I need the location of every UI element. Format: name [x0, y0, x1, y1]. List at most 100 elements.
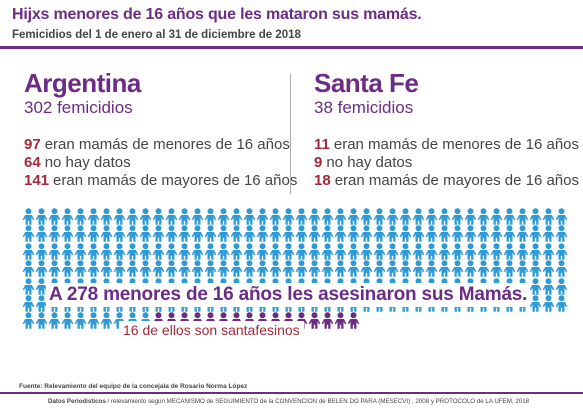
child-icon [61, 260, 74, 277]
child-icon [165, 225, 178, 243]
child-icon [35, 277, 48, 295]
child-icon [22, 208, 35, 225]
child-icon [308, 260, 321, 277]
child-icon [451, 225, 464, 243]
pictogram-headline: A 278 menores de 16 años les asesinaron … [46, 283, 531, 307]
child-icon [412, 260, 425, 277]
child-icon [321, 225, 334, 243]
child-icon [178, 208, 191, 225]
child-icon [269, 208, 282, 225]
child-icon [503, 225, 516, 243]
child-icon [412, 243, 425, 260]
child-icon [360, 225, 373, 243]
child-icon [217, 225, 230, 243]
infographic-title: Hijxs menores de 16 años que les mataron… [12, 6, 422, 23]
child-icon [529, 295, 542, 312]
child-icon [438, 225, 451, 243]
child-icon [438, 260, 451, 277]
child-icon [178, 260, 191, 277]
child-icon [230, 225, 243, 243]
child-icon [230, 208, 243, 225]
stat-value: 64 [24, 154, 41, 171]
child-icon [438, 208, 451, 225]
child-icon [399, 260, 412, 277]
santa-fe-stats: 11 eran mamás de menores de 16 años 9 no h… [314, 137, 579, 188]
child-icon [113, 243, 126, 260]
child-icon [139, 243, 152, 260]
child-icon [282, 208, 295, 225]
child-icon [100, 225, 113, 243]
child-icon [35, 295, 48, 312]
child-icon [295, 208, 308, 225]
child-icon [347, 208, 360, 225]
child-icon [22, 295, 35, 312]
child-icon [178, 225, 191, 243]
stat-value: 141 [24, 172, 50, 189]
source-note: Fuente: Relevamiento del equipo de la co… [19, 383, 248, 390]
credits-method: / relevamiento según MECANISMO de SEGUIM… [105, 398, 530, 405]
child-icon [464, 260, 477, 277]
date-range-subtitle: Femicidios del 1 de enero al 31 de dicie… [12, 29, 301, 41]
child-icon [373, 225, 386, 243]
child-icon [269, 225, 282, 243]
child-icon [217, 208, 230, 225]
child-icon [256, 208, 269, 225]
child-icon [529, 225, 542, 243]
child-icon [295, 225, 308, 243]
child-icon [490, 260, 503, 277]
child-icon [48, 260, 61, 277]
child-icon [256, 225, 269, 243]
child-icon [126, 225, 139, 243]
child-icon [74, 243, 87, 260]
child-icon [373, 243, 386, 260]
stat-label: no hay datos [44, 154, 131, 171]
child-icon [126, 243, 139, 260]
argentina-stats: 97 eran mamás de menores de 16 años 64 no … [24, 137, 297, 188]
child-icon [542, 277, 555, 295]
child-icon [139, 260, 152, 277]
child-icon [412, 208, 425, 225]
child-icon [152, 260, 165, 277]
child-icon [61, 225, 74, 243]
child-icon [35, 243, 48, 260]
child-icon [74, 312, 87, 330]
child-icon [74, 208, 87, 225]
child-icon [490, 208, 503, 225]
child-icon [22, 312, 35, 330]
child-icon [555, 243, 568, 260]
child-icon [61, 243, 74, 260]
child-icon [321, 208, 334, 225]
child-icon [477, 243, 490, 260]
child-icon [22, 260, 35, 277]
child-icon [347, 312, 360, 330]
child-icon [555, 208, 568, 225]
child-icon [399, 225, 412, 243]
pictogram-subheadline: 16 de ellos son santafesinos [119, 321, 304, 340]
child-icon [165, 208, 178, 225]
stat-label: no hay datos [326, 154, 413, 171]
child-icon [204, 225, 217, 243]
child-icon [321, 260, 334, 277]
child-icon [334, 208, 347, 225]
child-icon [243, 243, 256, 260]
argentina-panel: Argentina 302 femicidios 97 eran mamás de… [24, 70, 297, 188]
child-icon [152, 208, 165, 225]
child-icon [464, 208, 477, 225]
child-icon [243, 208, 256, 225]
child-icon [425, 208, 438, 225]
child-icon [282, 243, 295, 260]
child-icon [295, 260, 308, 277]
child-icon [516, 260, 529, 277]
child-icon [35, 312, 48, 330]
child-icon [438, 243, 451, 260]
child-icon [516, 243, 529, 260]
santa-fe-total: 38 femicidios [314, 98, 414, 117]
child-icon [87, 312, 100, 330]
child-icon [347, 260, 360, 277]
child-icon [87, 225, 100, 243]
child-icon [113, 260, 126, 277]
bottom-divider [0, 392, 583, 394]
child-icon [48, 225, 61, 243]
credits-footer: Datos Periodisticos / relevamiento según… [48, 398, 529, 405]
child-icon [334, 225, 347, 243]
